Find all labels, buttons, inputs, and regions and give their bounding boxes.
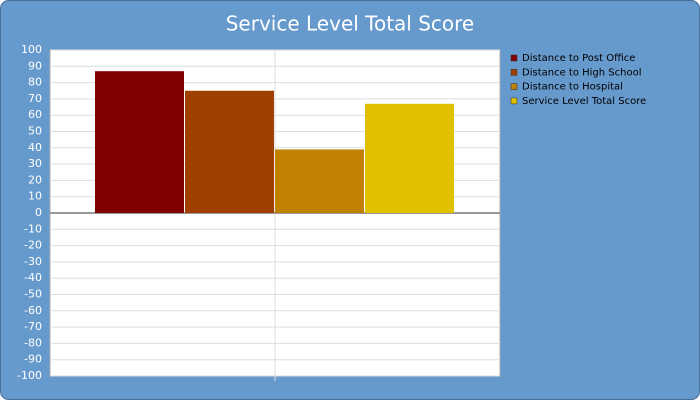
y-tick-label: 70 [28, 92, 42, 105]
legend-swatch [510, 54, 518, 62]
y-tick-label: -30 [24, 255, 42, 268]
y-tick-label: 0 [35, 206, 42, 219]
bar [275, 149, 364, 213]
y-tick-label: 20 [28, 173, 42, 186]
y-tick-label: -40 [24, 271, 42, 284]
legend-swatch [510, 97, 518, 105]
y-tick-label: -100 [17, 369, 42, 382]
y-tick-label: 80 [28, 76, 42, 89]
legend [503, 50, 697, 110]
y-tick-label: -70 [24, 320, 42, 333]
legend-label: Distance to Hospital [522, 82, 623, 93]
bar [365, 103, 454, 213]
y-tick-label: -80 [24, 336, 42, 349]
legend-swatch [510, 69, 518, 76]
y-tick-label: 60 [28, 108, 42, 121]
legend-label: Distance to High School [522, 67, 641, 78]
y-tick-label: -50 [24, 288, 42, 301]
y-tick-label: 10 [28, 190, 42, 203]
y-tick-label: 30 [28, 157, 42, 170]
bar [185, 90, 274, 213]
bar [95, 71, 184, 213]
y-tick-label: 50 [28, 125, 42, 138]
y-tick-label: -20 [24, 239, 42, 252]
y-tick-label: -90 [24, 353, 42, 366]
legend-label: Distance to Post Office [522, 53, 635, 64]
legend-label: Service Level Total Score [522, 96, 646, 107]
y-tick-label: 40 [28, 141, 42, 154]
y-tick-label: 100 [21, 43, 42, 56]
y-tick-label: -10 [24, 222, 42, 235]
chart-title: Service Level Total Score [226, 12, 475, 36]
legend-swatch [510, 83, 518, 90]
y-tick-label: 90 [28, 59, 42, 72]
y-tick-label: -60 [24, 304, 42, 317]
